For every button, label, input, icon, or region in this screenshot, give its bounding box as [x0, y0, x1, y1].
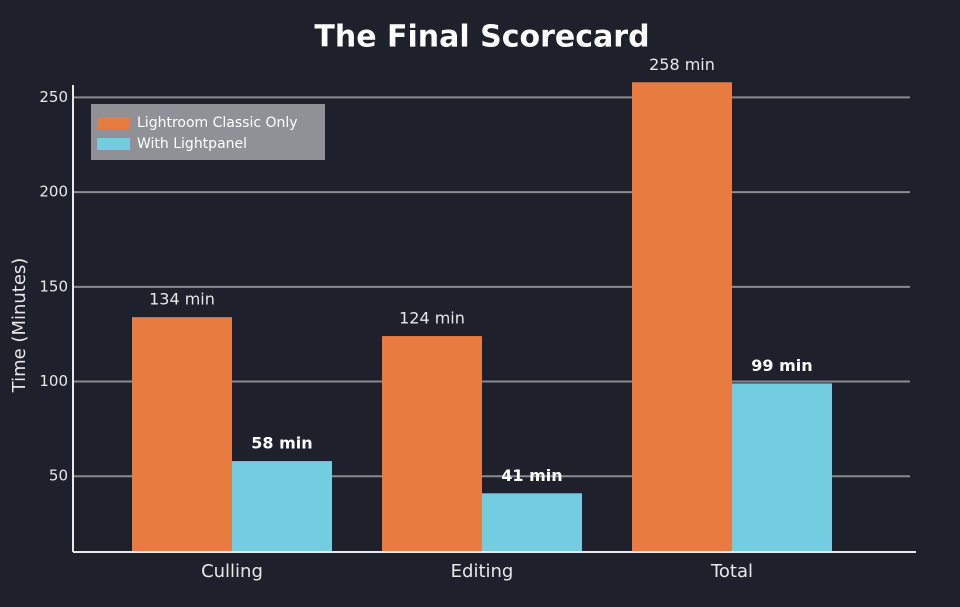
- x-tick-label: Total: [710, 561, 753, 582]
- data-label: 134 min: [149, 290, 215, 309]
- bar: [382, 336, 482, 552]
- data-label: 41 min: [501, 466, 562, 485]
- y-axis-label: Time (Minutes): [9, 258, 30, 394]
- bar: [732, 383, 832, 552]
- y-tick-label: 250: [39, 88, 68, 106]
- bar: [132, 317, 232, 552]
- y-tick-label: 100: [39, 372, 68, 390]
- data-label: 258 min: [649, 55, 715, 74]
- x-tick-label: Editing: [451, 561, 514, 582]
- y-tick-label: 150: [39, 277, 68, 295]
- data-label: 99 min: [751, 356, 812, 375]
- bar: [632, 82, 732, 553]
- legend: [91, 104, 325, 160]
- data-label: 58 min: [251, 434, 312, 453]
- bar: [482, 493, 582, 552]
- legend-swatch: [97, 138, 130, 150]
- legend-swatch: [97, 117, 130, 129]
- chart-title: The Final Scorecard: [314, 20, 649, 55]
- y-tick-label: 50: [49, 467, 68, 485]
- legend-label: Lightroom Classic Only: [137, 115, 298, 131]
- data-label: 124 min: [399, 309, 465, 328]
- legend-label: With Lightpanel: [137, 136, 247, 152]
- x-tick-label: Culling: [201, 561, 263, 582]
- bar: [232, 461, 332, 552]
- y-tick-label: 200: [39, 183, 68, 201]
